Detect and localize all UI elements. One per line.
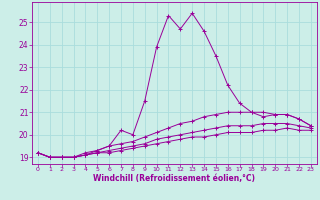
X-axis label: Windchill (Refroidissement éolien,°C): Windchill (Refroidissement éolien,°C) (93, 174, 255, 183)
